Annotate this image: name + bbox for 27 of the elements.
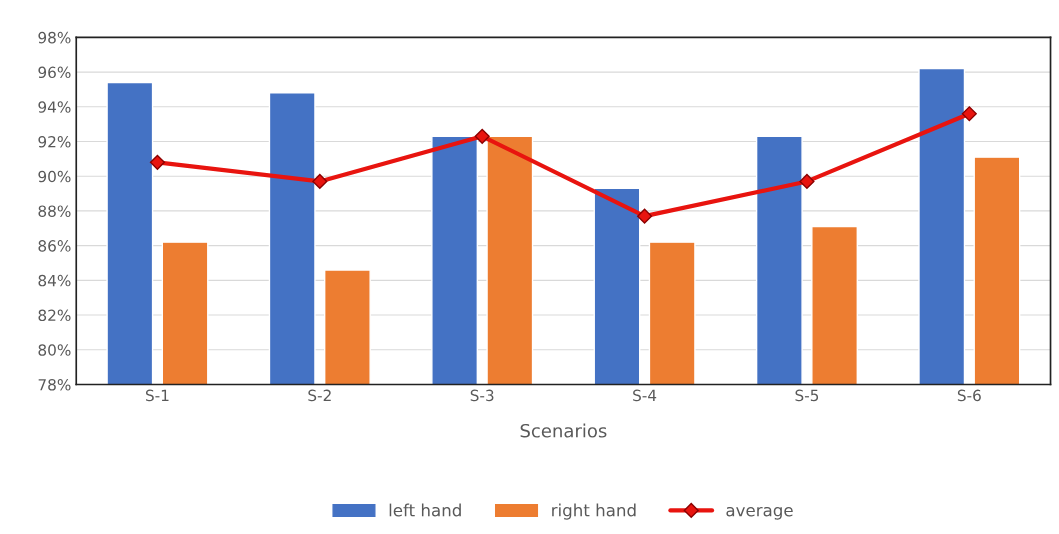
legend-label: right hand	[552, 503, 636, 520]
point	[961, 106, 977, 122]
point	[474, 128, 490, 144]
y-tick-label: 80%	[38, 344, 71, 356]
x-axis-title: Scenarios	[520, 423, 607, 438]
y-tick-label: 98%	[38, 31, 71, 44]
x-tick-label: S-1	[145, 389, 169, 402]
point	[799, 173, 815, 189]
y-tick-label: 88%	[38, 205, 71, 217]
y-tick-label: 82%	[38, 309, 71, 322]
x-tick-label: S-2	[308, 389, 331, 402]
legend-label: left hand	[389, 503, 461, 517]
x-tick-label: S-3	[470, 389, 494, 402]
point	[149, 154, 166, 170]
y-tick-label: 96%	[38, 66, 71, 79]
point	[312, 173, 328, 189]
y-tick-label: 90%	[38, 170, 71, 183]
x-tick-label: S-4	[633, 389, 657, 402]
y-tick-label: 78%	[38, 378, 71, 391]
point	[637, 208, 653, 224]
y-tick-label: 84%	[38, 274, 71, 287]
legend-label: average	[726, 506, 793, 520]
y-tick-label: 92%	[38, 135, 71, 148]
x-tick-label: S-5	[795, 389, 819, 402]
y-tick-label: 94%	[38, 101, 71, 113]
x-tick-label: S-6	[957, 389, 981, 402]
y-tick-label: 86%	[38, 240, 71, 252]
